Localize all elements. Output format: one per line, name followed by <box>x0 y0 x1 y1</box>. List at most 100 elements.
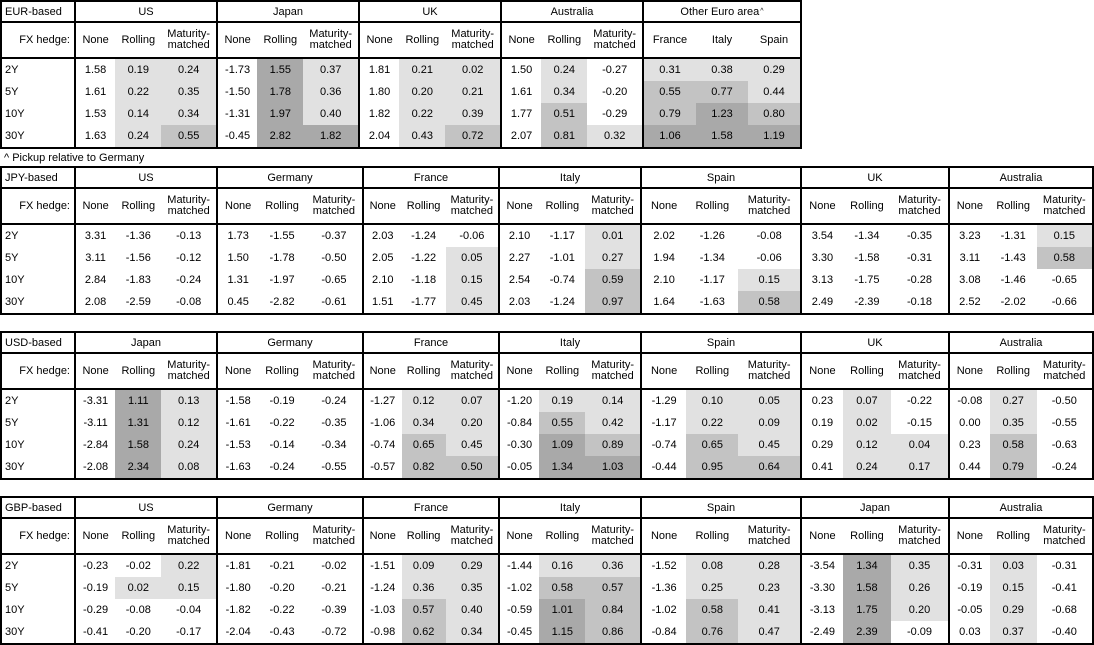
table-row: 5Y -0.19 0.02 0.15 -1.80 -0.20 -0.21 -1.24 0.36 0… <box>2 577 1092 599</box>
value-cell: -1.58 <box>842 247 892 269</box>
value-cell: -0.13 <box>161 225 216 247</box>
value-group: -1.36 0.25 0.23 <box>640 577 800 599</box>
value-cell: -1.36 <box>115 225 162 247</box>
value-group: 1.64 -1.63 0.58 <box>640 291 800 313</box>
value-group: -1.31 1.97 0.40 <box>216 103 358 125</box>
value-group: 0.44 0.79 -0.24 <box>948 456 1092 478</box>
value-cell: 0.41 <box>802 456 843 478</box>
value-cell: 0.40 <box>445 599 498 621</box>
column-header: Maturity-matched <box>312 358 356 382</box>
value-cell: 0.21 <box>445 81 500 103</box>
column-header: None <box>225 530 252 542</box>
value-cell: -0.08 <box>161 291 216 313</box>
value-group: 2.49 -2.39 -0.18 <box>800 291 948 313</box>
value-cell: 0.22 <box>115 81 162 103</box>
country-name: Japan <box>131 336 161 349</box>
value-cell: -1.34 <box>686 247 739 269</box>
column-header: Maturity-matched <box>898 358 941 382</box>
value-cell: 1.80 <box>360 81 400 103</box>
value-cell: -0.06 <box>445 225 498 247</box>
value-cell: 1.82 <box>360 103 400 125</box>
value-cell: -1.17 <box>539 225 586 247</box>
value-group: -1.81 -0.21 -0.02 <box>216 555 362 577</box>
value-cell: 0.15 <box>738 269 800 291</box>
value-group: 0.29 0.12 0.04 <box>800 434 948 456</box>
column-header: Rolling <box>121 365 156 377</box>
value-group: 0.19 0.02 -0.15 <box>800 412 948 434</box>
value-cell: -1.56 <box>115 247 162 269</box>
country-name: Australia <box>999 171 1043 184</box>
value-cell: -0.15 <box>891 412 948 434</box>
value-cell: -1.20 <box>500 390 540 412</box>
column-header: Rolling <box>265 530 299 542</box>
value-group: 0.55 0.77 0.44 <box>642 81 800 103</box>
value-cell: -1.81 <box>218 555 259 577</box>
column-header: None <box>508 34 535 46</box>
value-cell: -1.18 <box>401 269 446 291</box>
hedge-header-row: FX hedge: None Rolling Maturity-matched None… <box>2 519 1092 555</box>
column-header: Maturity-matched <box>451 27 495 51</box>
table-row: 30Y -0.41 -0.20 -0.17 -2.04 -0.43 -0.72 -0.98 0.… <box>2 621 1092 643</box>
column-group-italy: None Rolling Maturity-matched <box>498 189 640 223</box>
value-cell: 0.02 <box>445 59 500 81</box>
value-cell: -0.66 <box>1036 291 1092 313</box>
value-group: 0.23 0.58 -0.63 <box>948 434 1092 456</box>
value-cell: -0.98 <box>364 621 402 643</box>
value-cell: -1.61 <box>218 412 259 434</box>
value-cell: -2.84 <box>76 434 116 456</box>
column-header: None <box>956 200 984 212</box>
column-group-germany: None Rolling Maturity-matched <box>216 354 362 388</box>
value-cell: 0.19 <box>802 412 843 434</box>
column-header: Maturity-matched <box>167 193 211 217</box>
value-cell: -1.55 <box>258 225 306 247</box>
value-group: -2.84 1.58 0.24 <box>74 434 216 456</box>
column-header: Rolling <box>996 365 1030 377</box>
country-name: Spain <box>706 336 736 349</box>
column-group-france: None Rolling Maturity-matched <box>362 189 498 223</box>
value-group: -0.41 -0.20 -0.17 <box>74 621 216 643</box>
column-header: None <box>225 200 252 212</box>
fx-hedge-label: FX hedge: <box>19 365 70 377</box>
value-cell: 1.75 <box>842 599 892 621</box>
column-header: Rolling <box>996 530 1030 542</box>
value-group: -1.17 0.22 0.09 <box>640 412 800 434</box>
country-name: France <box>413 336 449 349</box>
value-cell: 0.05 <box>445 247 498 269</box>
value-cell: 0.00 <box>950 412 990 434</box>
country-name: Germany <box>267 336 313 349</box>
value-cell: 0.07 <box>445 390 498 412</box>
value-cell: 0.44 <box>950 456 990 478</box>
tenor-label: 30Y <box>5 130 25 142</box>
value-cell: -2.39 <box>842 291 892 313</box>
tenor-label: 2Y <box>5 230 19 242</box>
value-cell: -3.31 <box>76 390 116 412</box>
value-group: 2.84 -1.83 -0.24 <box>74 269 216 291</box>
value-cell: 0.31 <box>644 59 696 81</box>
value-group: -0.29 -0.08 -0.04 <box>74 599 216 621</box>
tenor-label: 5Y <box>5 252 19 264</box>
column-group-japan: None Rolling Maturity-matched <box>74 354 216 388</box>
fx-hedge-label: FX hedge: <box>19 34 70 46</box>
column-header: None <box>225 365 252 377</box>
column-header: Rolling <box>121 34 156 46</box>
value-cell: 0.65 <box>686 434 739 456</box>
column-header: Rolling <box>545 200 580 212</box>
column-group-spain: None Rolling Maturity-matched <box>640 519 800 553</box>
column-header: Maturity-matched <box>312 523 356 547</box>
column-header: Maturity-matched <box>591 358 635 382</box>
column-group-us: None Rolling Maturity-matched <box>74 23 216 57</box>
value-group: -1.51 0.09 0.29 <box>362 555 498 577</box>
value-cell: -0.19 <box>950 577 990 599</box>
value-cell: 0.55 <box>539 412 586 434</box>
value-cell: -1.06 <box>364 412 402 434</box>
value-group: 2.27 -1.01 0.27 <box>498 247 640 269</box>
value-cell: -1.63 <box>218 456 259 478</box>
country-name: UK <box>867 336 883 349</box>
country-name: Australia <box>999 501 1043 514</box>
column-group-australia: None Rolling Maturity-matched <box>948 519 1092 553</box>
value-group: 3.11 -1.43 0.58 <box>948 247 1092 269</box>
value-cell: -0.35 <box>305 412 362 434</box>
value-cell: -1.22 <box>401 247 446 269</box>
value-group: 1.50 0.24 -0.27 <box>500 59 642 81</box>
